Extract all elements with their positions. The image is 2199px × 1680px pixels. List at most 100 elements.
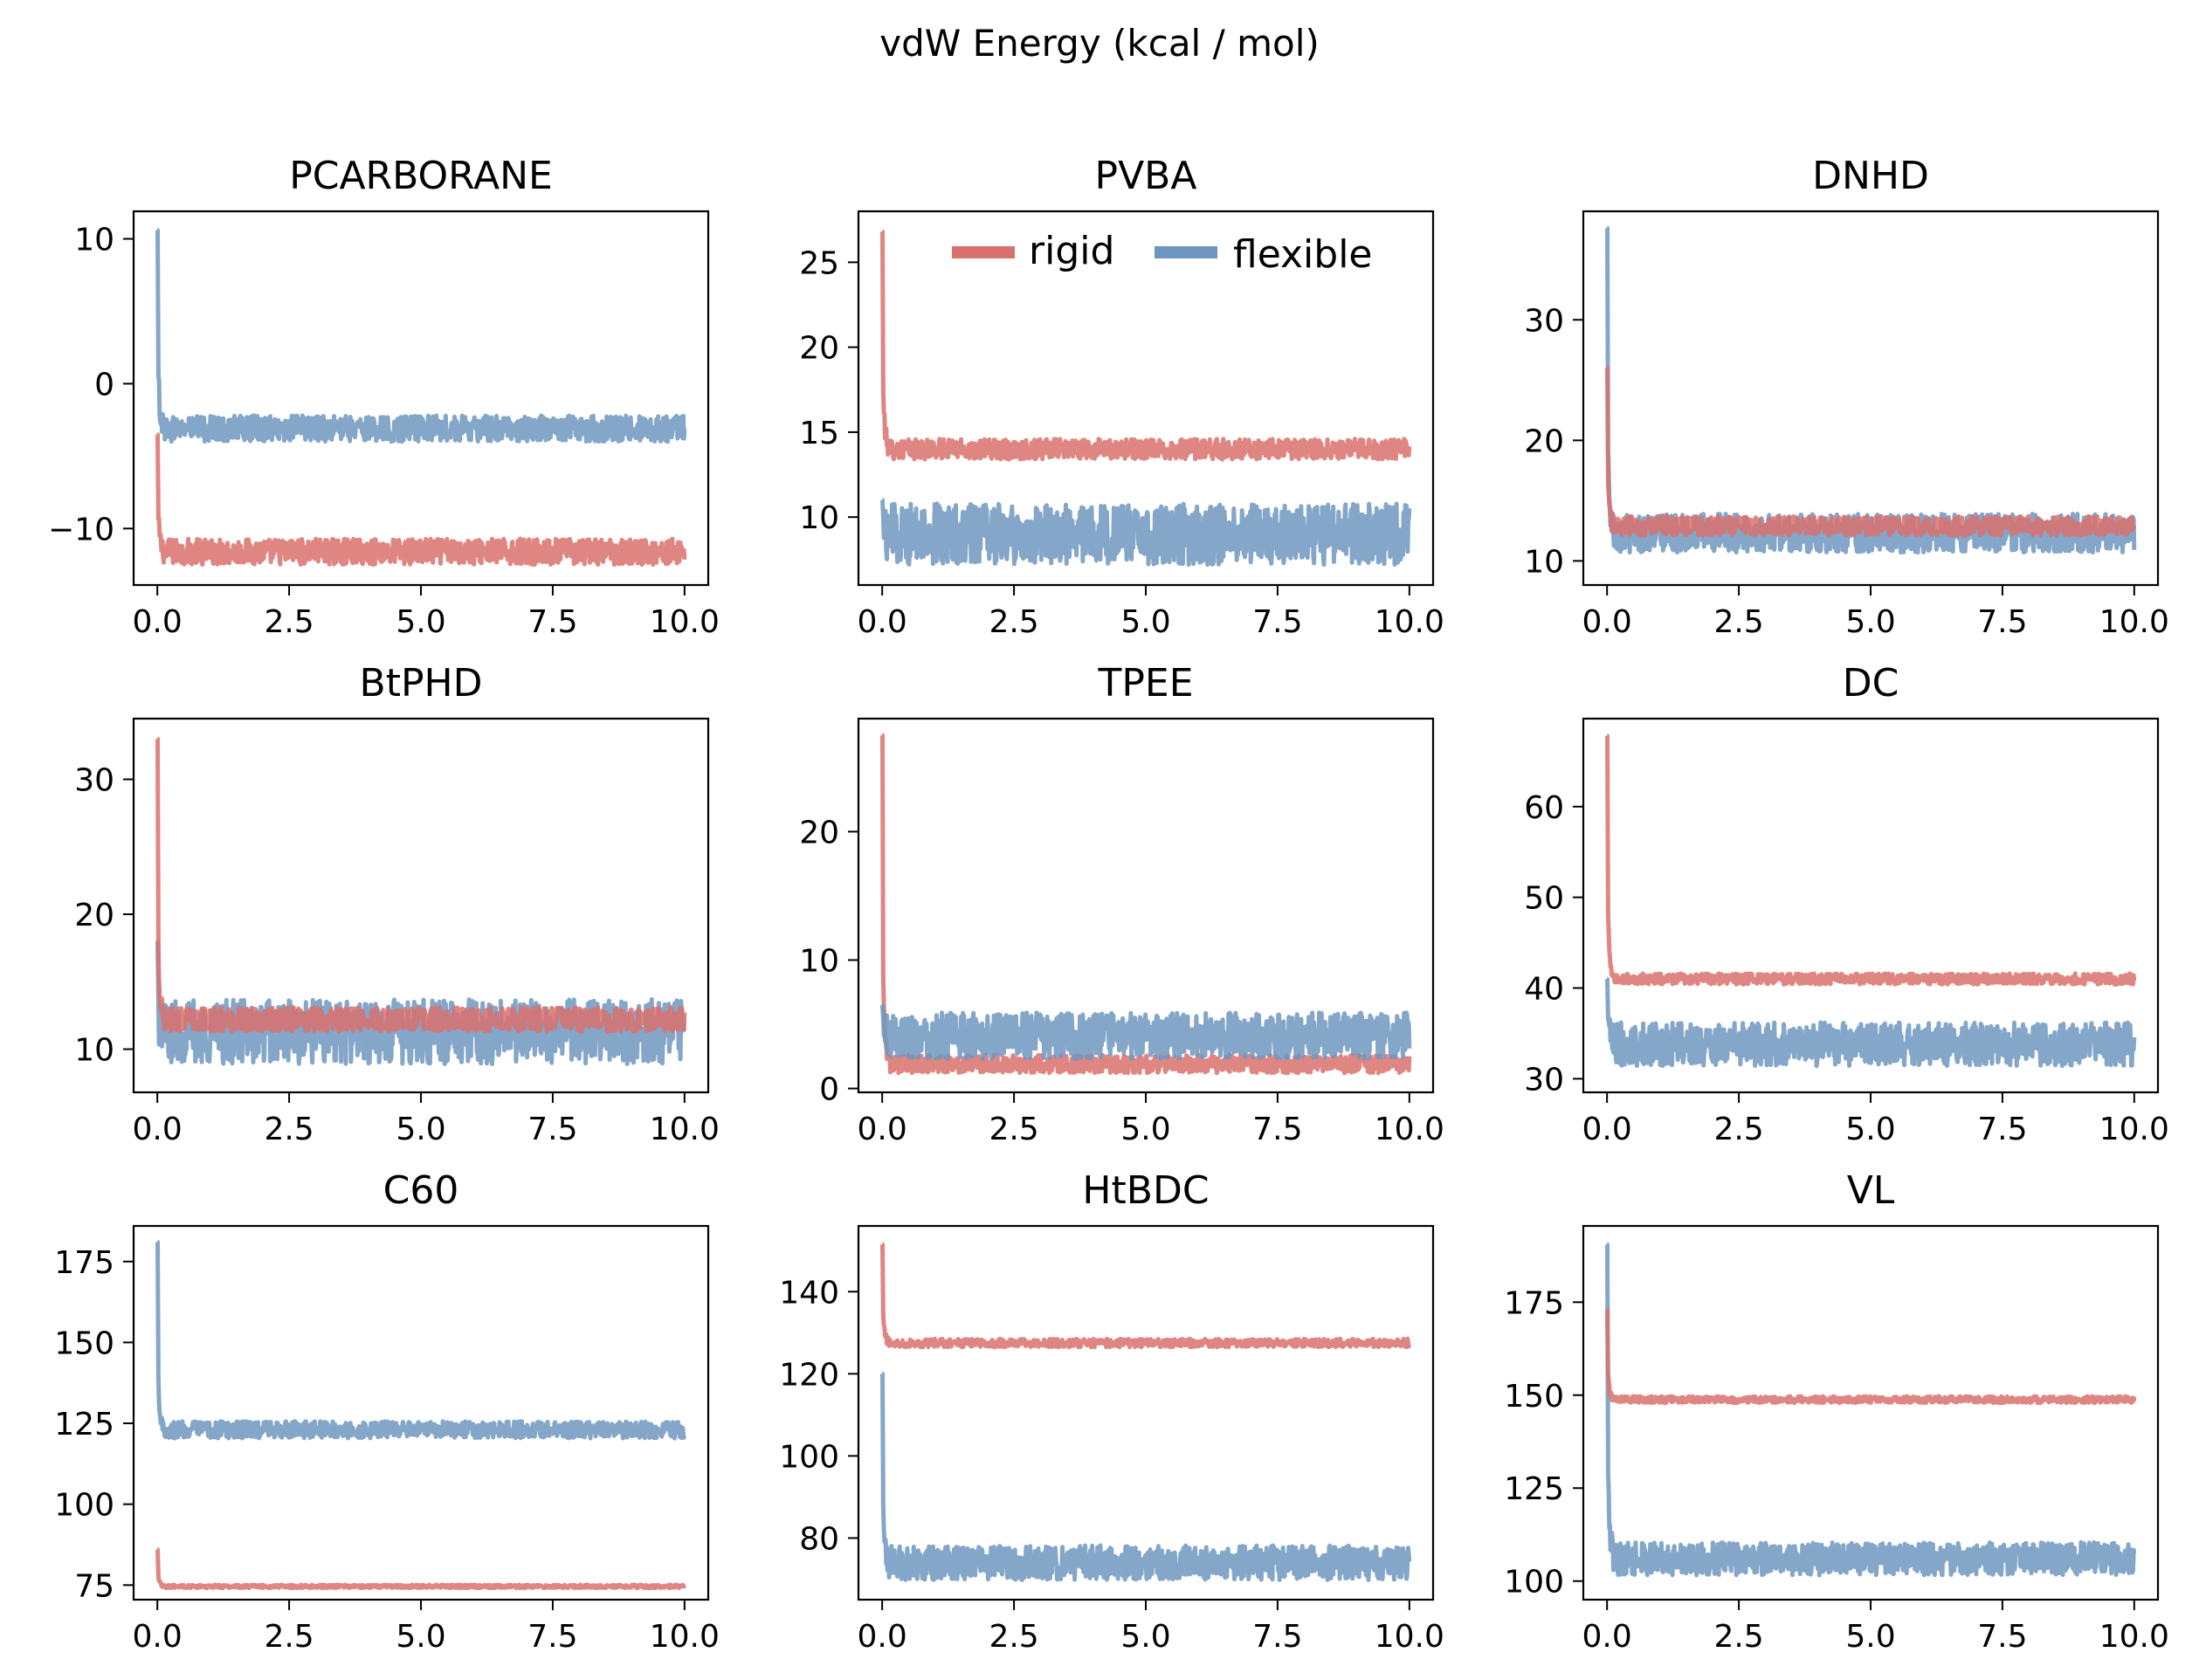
x-tick-label-pcarborane: 7.5 <box>527 604 577 640</box>
x-tick-label-dnhd: 2.5 <box>1713 604 1763 640</box>
panel-title-dnhd: DNHD <box>1812 154 1929 198</box>
plot-area-pcarborane <box>155 228 687 568</box>
x-tick-label-htbdc: 2.5 <box>989 1619 1038 1655</box>
y-tick-label-c60: 75 <box>74 1568 114 1604</box>
y-tick-label-dc: 60 <box>1524 790 1564 826</box>
panel-htbdc: HtBDC 0.0 2.5 5.0 7.5 10.0 80 100 120 140 <box>779 1168 1444 1655</box>
x-tick-label-pvba: 5.0 <box>1120 604 1170 640</box>
series-rigid-pcarborane <box>155 432 687 568</box>
panel-title-pvba: PVBA <box>1095 154 1197 198</box>
series-flexible-dnhd <box>1605 225 2137 555</box>
y-tick-label-dnhd: 30 <box>1524 303 1564 339</box>
panel-pcarborane: PCARBORANE 0.0 2.5 5.0 7.5 10.0 −10 0 10 <box>48 154 720 640</box>
series-flexible-pvba <box>880 498 1412 568</box>
y-tick-label-pcarborane: −10 <box>48 512 114 547</box>
x-tick-label-pcarborane: 10.0 <box>650 604 720 640</box>
x-tick-label-vl: 5.0 <box>1845 1619 1895 1655</box>
x-tick-label-pcarborane: 0.0 <box>133 604 183 640</box>
x-tick-label-c60: 7.5 <box>527 1619 577 1655</box>
plot-area-vl <box>1605 1242 2137 1578</box>
x-tick-label-c60: 2.5 <box>264 1619 314 1655</box>
x-tick-label-dnhd: 10.0 <box>2099 604 2169 640</box>
y-tick-label-c60: 150 <box>54 1325 114 1361</box>
x-tick-label-dc: 0.0 <box>1582 1112 1632 1147</box>
y-tick-label-pvba: 10 <box>799 500 839 536</box>
x-tick-label-vl: 0.0 <box>1582 1619 1632 1655</box>
y-tick-label-vl: 150 <box>1504 1379 1564 1415</box>
y-tick-label-htbdc: 100 <box>779 1439 839 1475</box>
plot-area-dc <box>1605 733 2137 1069</box>
x-tick-label-htbdc: 0.0 <box>858 1619 907 1655</box>
y-tick-label-dc: 40 <box>1524 972 1564 1008</box>
x-tick-label-dc: 7.5 <box>1977 1112 2027 1147</box>
x-tick-label-htbdc: 7.5 <box>1252 1619 1302 1655</box>
y-tick-label-htbdc: 80 <box>799 1521 839 1557</box>
x-tick-label-vl: 7.5 <box>1977 1619 2027 1655</box>
plot-area-tpee <box>880 733 1412 1076</box>
x-tick-label-dnhd: 0.0 <box>1582 604 1632 640</box>
x-tick-label-c60: 5.0 <box>396 1619 445 1655</box>
panel-title-pcarborane: PCARBORANE <box>289 154 553 198</box>
y-tick-label-pcarborane: 10 <box>74 223 114 258</box>
x-tick-label-c60: 10.0 <box>650 1619 720 1655</box>
x-tick-label-vl: 10.0 <box>2099 1619 2169 1655</box>
y-tick-label-dnhd: 10 <box>1524 544 1564 580</box>
x-tick-label-dc: 5.0 <box>1845 1112 1895 1147</box>
x-tick-label-tpee: 0.0 <box>858 1112 907 1147</box>
panel-title-vl: VL <box>1847 1168 1895 1213</box>
series-flexible-dc <box>1605 976 2137 1069</box>
plot-area-c60 <box>155 1240 687 1591</box>
panel-title-c60: C60 <box>383 1168 459 1213</box>
y-tick-label-tpee: 0 <box>819 1072 839 1108</box>
x-tick-label-dnhd: 7.5 <box>1977 604 2027 640</box>
plot-area-pvba <box>880 229 1412 568</box>
x-tick-label-pvba: 0.0 <box>858 604 907 640</box>
x-tick-label-tpee: 5.0 <box>1120 1112 1170 1147</box>
legend: rigid flexible <box>952 229 1373 277</box>
y-tick-label-c60: 175 <box>54 1245 114 1281</box>
series-flexible-c60 <box>155 1240 686 1441</box>
series-rigid-dnhd <box>1605 366 2137 538</box>
x-tick-label-pcarborane: 5.0 <box>396 604 445 640</box>
y-tick-label-pvba: 25 <box>799 245 839 281</box>
panel-c60: C60 0.0 2.5 5.0 7.5 10.0 75 100 125 150 175 <box>54 1168 720 1655</box>
plot-area-dnhd <box>1605 225 2137 555</box>
y-tick-label-c60: 125 <box>54 1407 114 1442</box>
panel-dc: DC 0.0 2.5 5.0 7.5 10.0 30 40 50 60 <box>1524 661 2169 1147</box>
y-tick-label-vl: 175 <box>1504 1285 1564 1321</box>
x-tick-label-vl: 2.5 <box>1713 1619 1763 1655</box>
x-tick-label-htbdc: 5.0 <box>1120 1619 1170 1655</box>
x-tick-label-dc: 10.0 <box>2099 1112 2169 1147</box>
panel-pvba: PVBA 0.0 2.5 5.0 7.5 10.0 10 15 20 25 <box>799 154 1444 640</box>
series-rigid-vl <box>1605 1307 2137 1406</box>
x-tick-label-pcarborane: 2.5 <box>264 604 314 640</box>
x-tick-label-tpee: 2.5 <box>989 1112 1038 1147</box>
x-tick-label-btphd: 5.0 <box>396 1112 445 1147</box>
x-tick-label-c60: 0.0 <box>133 1619 183 1655</box>
y-tick-label-vl: 100 <box>1504 1565 1564 1601</box>
x-tick-label-dc: 2.5 <box>1713 1112 1763 1147</box>
y-tick-label-dc: 30 <box>1524 1062 1564 1098</box>
series-rigid-tpee <box>880 733 1412 1076</box>
x-tick-label-btphd: 0.0 <box>133 1112 183 1147</box>
plot-area-htbdc <box>880 1242 1412 1582</box>
y-tick-label-pcarborane: 0 <box>94 367 114 403</box>
series-rigid-dc <box>1605 733 2137 987</box>
figure-title: vdW Energy (kcal / mol) <box>879 22 1320 65</box>
panel-title-htbdc: HtBDC <box>1082 1168 1209 1213</box>
panel-title-btphd: BtPHD <box>360 661 483 706</box>
y-tick-label-tpee: 10 <box>799 944 839 980</box>
y-tick-label-htbdc: 140 <box>779 1275 839 1311</box>
series-rigid-pvba <box>880 229 1412 462</box>
x-tick-label-dnhd: 5.0 <box>1845 604 1895 640</box>
series-rigid-htbdc <box>880 1242 1412 1350</box>
x-tick-label-tpee: 7.5 <box>1252 1112 1302 1147</box>
y-tick-label-btphd: 30 <box>74 763 114 799</box>
y-tick-label-dc: 50 <box>1524 881 1564 917</box>
panel-tpee: TPEE 0.0 2.5 5.0 7.5 10.0 0 10 20 <box>799 661 1444 1147</box>
y-tick-label-pvba: 20 <box>799 331 839 367</box>
series-flexible-htbdc <box>880 1371 1412 1582</box>
panel-title-dc: DC <box>1843 661 1899 706</box>
series-rigid-c60 <box>155 1547 687 1591</box>
